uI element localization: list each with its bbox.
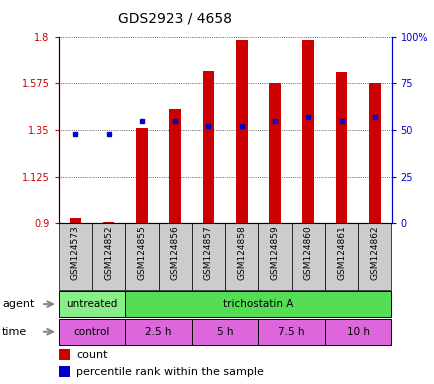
Text: count: count (76, 349, 107, 359)
FancyBboxPatch shape (125, 318, 191, 345)
Text: GSM124856: GSM124856 (170, 225, 179, 280)
Text: untreated: untreated (66, 299, 118, 309)
FancyBboxPatch shape (59, 291, 125, 318)
FancyBboxPatch shape (258, 318, 324, 345)
Bar (202, 71, 214, 223)
Text: 2.5 h: 2.5 h (145, 327, 171, 337)
FancyBboxPatch shape (92, 223, 125, 290)
FancyBboxPatch shape (125, 223, 158, 290)
Text: GSM124859: GSM124859 (270, 225, 279, 280)
FancyBboxPatch shape (324, 223, 358, 290)
Bar (59, 349, 69, 360)
Text: 5 h: 5 h (217, 327, 233, 337)
FancyBboxPatch shape (125, 291, 391, 318)
FancyBboxPatch shape (258, 223, 291, 290)
FancyBboxPatch shape (158, 223, 191, 290)
Text: GDS2923 / 4658: GDS2923 / 4658 (118, 12, 232, 25)
Text: GSM124862: GSM124862 (369, 225, 378, 280)
FancyBboxPatch shape (191, 223, 225, 290)
FancyBboxPatch shape (324, 318, 391, 345)
Bar (269, 83, 280, 223)
Bar (302, 40, 313, 223)
Text: agent: agent (2, 299, 34, 309)
Text: GSM124861: GSM124861 (336, 225, 345, 280)
Bar (169, 109, 181, 223)
FancyBboxPatch shape (291, 223, 324, 290)
FancyBboxPatch shape (191, 318, 258, 345)
Text: GSM124860: GSM124860 (303, 225, 312, 280)
FancyBboxPatch shape (59, 318, 125, 345)
Text: GSM124573: GSM124573 (71, 225, 80, 280)
Bar (235, 40, 247, 223)
Text: GSM124858: GSM124858 (237, 225, 246, 280)
Bar (102, 222, 114, 223)
Text: 10 h: 10 h (346, 327, 369, 337)
Bar (69, 218, 81, 223)
Text: time: time (2, 327, 27, 337)
Bar (136, 128, 148, 223)
Text: GSM124855: GSM124855 (137, 225, 146, 280)
Bar (368, 83, 380, 223)
Text: GSM124852: GSM124852 (104, 225, 113, 280)
Text: GSM124857: GSM124857 (204, 225, 213, 280)
Bar (59, 366, 69, 377)
Text: percentile rank within the sample: percentile rank within the sample (76, 367, 263, 377)
Text: trichostatin A: trichostatin A (223, 299, 293, 309)
Text: control: control (74, 327, 110, 337)
Bar (335, 72, 347, 223)
FancyBboxPatch shape (358, 223, 391, 290)
FancyBboxPatch shape (225, 223, 258, 290)
Text: 7.5 h: 7.5 h (278, 327, 304, 337)
FancyBboxPatch shape (59, 223, 92, 290)
